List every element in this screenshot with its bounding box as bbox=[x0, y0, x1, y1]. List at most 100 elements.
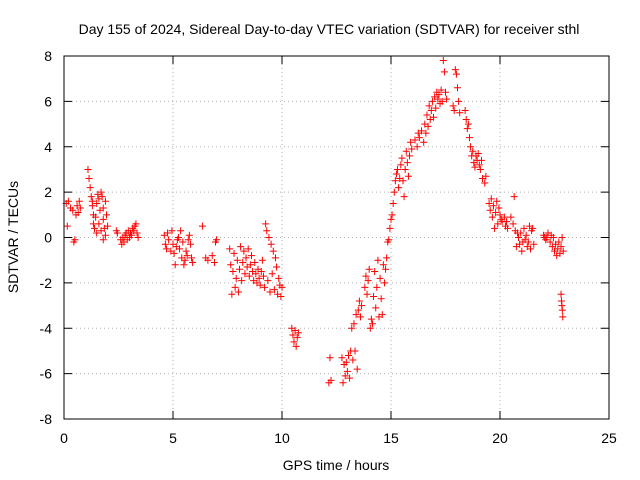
data-point bbox=[425, 102, 433, 110]
data-point bbox=[388, 211, 396, 219]
data-point bbox=[471, 163, 479, 171]
data-point bbox=[165, 236, 173, 244]
data-point bbox=[170, 249, 178, 257]
data-point bbox=[255, 274, 263, 282]
data-point bbox=[164, 229, 172, 237]
data-point bbox=[366, 324, 374, 332]
data-point bbox=[387, 215, 395, 223]
data-point bbox=[168, 227, 176, 235]
data-point bbox=[428, 97, 436, 105]
data-point bbox=[69, 206, 77, 214]
data-point bbox=[489, 202, 497, 210]
data-point bbox=[492, 209, 500, 217]
data-point bbox=[450, 106, 458, 114]
y-tick-label: 2 bbox=[44, 184, 52, 200]
data-point bbox=[353, 365, 361, 373]
data-point bbox=[443, 95, 451, 103]
data-point bbox=[262, 220, 270, 228]
data-point bbox=[171, 261, 179, 269]
data-point bbox=[292, 342, 300, 350]
x-tick-label: 15 bbox=[383, 430, 399, 446]
data-point bbox=[558, 234, 566, 241]
data-point bbox=[452, 70, 460, 78]
x-tick-label: 10 bbox=[274, 430, 290, 446]
data-point bbox=[367, 315, 375, 323]
data-point bbox=[294, 329, 302, 337]
data-point bbox=[374, 256, 382, 264]
data-point bbox=[395, 184, 403, 192]
data-point bbox=[266, 288, 274, 296]
y-tick-label: 0 bbox=[44, 230, 52, 246]
data-point bbox=[134, 234, 142, 241]
data-point bbox=[346, 374, 354, 382]
data-point bbox=[456, 109, 464, 117]
data-point bbox=[76, 204, 84, 212]
data-point bbox=[427, 106, 435, 114]
data-point bbox=[338, 354, 346, 362]
data-point bbox=[413, 143, 421, 151]
data-point bbox=[464, 120, 472, 128]
data-point bbox=[474, 150, 482, 158]
data-point bbox=[434, 95, 442, 103]
data-point bbox=[500, 213, 508, 221]
data-point bbox=[518, 247, 526, 255]
data-point bbox=[517, 229, 525, 237]
data-point bbox=[93, 199, 101, 207]
data-point bbox=[239, 258, 247, 266]
data-point bbox=[99, 236, 107, 244]
data-point bbox=[555, 238, 563, 246]
data-point bbox=[432, 104, 440, 112]
data-point bbox=[355, 297, 363, 305]
data-point bbox=[252, 270, 260, 278]
data-point bbox=[339, 379, 347, 387]
y-tick-label: -4 bbox=[40, 320, 53, 336]
data-point bbox=[182, 247, 190, 255]
data-point bbox=[465, 134, 473, 142]
data-point bbox=[352, 311, 360, 319]
data-point bbox=[363, 290, 371, 298]
y-tick-label: 4 bbox=[44, 139, 52, 155]
data-point bbox=[411, 136, 419, 144]
data-point bbox=[264, 277, 272, 285]
data-point bbox=[258, 256, 266, 264]
data-point bbox=[351, 347, 359, 355]
data-point bbox=[233, 256, 241, 264]
data-point bbox=[467, 143, 475, 151]
data-point bbox=[442, 88, 449, 96]
data-point bbox=[273, 263, 281, 271]
data-point bbox=[93, 229, 101, 237]
x-tick-label: 0 bbox=[60, 430, 68, 446]
y-tick-label: -6 bbox=[40, 366, 53, 382]
data-point bbox=[418, 127, 426, 135]
data-point bbox=[358, 302, 366, 310]
data-point bbox=[504, 224, 512, 232]
data-point bbox=[259, 272, 267, 280]
data-point bbox=[98, 193, 106, 201]
data-point bbox=[451, 66, 459, 74]
data-point bbox=[74, 209, 82, 217]
data-point bbox=[326, 354, 334, 362]
data-point bbox=[189, 258, 197, 266]
data-point bbox=[543, 234, 551, 241]
data-point bbox=[399, 177, 407, 185]
x-axis-label: GPS time / hours bbox=[283, 457, 390, 473]
data-point bbox=[176, 245, 184, 253]
data-point bbox=[185, 231, 193, 239]
y-tick-label: -8 bbox=[40, 411, 53, 427]
data-point bbox=[403, 159, 411, 167]
data-point bbox=[188, 254, 196, 262]
data-point bbox=[267, 240, 275, 248]
data-point bbox=[469, 147, 477, 155]
data-point bbox=[293, 333, 301, 341]
data-point bbox=[507, 213, 515, 221]
data-point bbox=[184, 236, 192, 244]
data-point bbox=[398, 154, 406, 162]
data-point bbox=[265, 234, 273, 241]
data-point bbox=[373, 283, 381, 291]
data-point bbox=[439, 57, 447, 65]
data-point bbox=[476, 165, 484, 173]
data-point bbox=[382, 265, 390, 273]
data-point bbox=[257, 268, 265, 276]
data-point bbox=[383, 254, 391, 262]
data-point bbox=[494, 220, 502, 228]
